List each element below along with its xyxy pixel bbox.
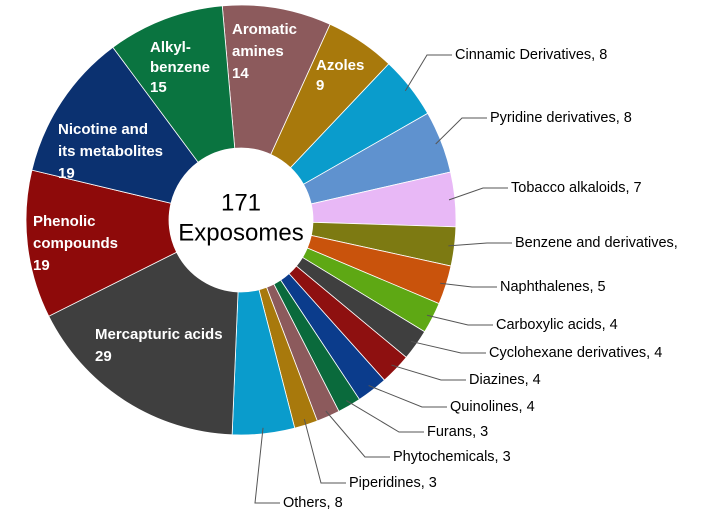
slice-label: Furans, 3	[427, 424, 488, 440]
leader-line	[448, 242, 512, 247]
slice-label: Diazines, 4	[469, 372, 541, 388]
leader-line	[254, 427, 280, 504]
slice-label: compounds	[33, 235, 118, 252]
slice-label: 19	[58, 165, 75, 182]
slice-label: 19	[33, 257, 50, 274]
slice-label: Piperidines, 3	[349, 475, 437, 491]
leader-line	[426, 314, 493, 326]
slice-label: Cinnamic Derivatives, 8	[455, 47, 607, 63]
slice-label: Quinolines, 4	[450, 399, 535, 415]
leader-line	[346, 400, 424, 433]
slice-label: 9	[316, 77, 324, 94]
slice-label: Benzene and derivatives,	[515, 235, 678, 251]
leader-line	[303, 419, 346, 484]
leader-line	[440, 282, 497, 288]
leader-line	[410, 340, 486, 354]
slice-label: Carboxylic acids, 4	[496, 317, 618, 333]
leader-line	[435, 117, 487, 145]
leader-line	[368, 385, 447, 408]
slice-label: Pyridine derivatives, 8	[490, 110, 632, 126]
slice-label: Cyclohexane derivatives, 4	[489, 345, 662, 361]
slice-label: 15	[150, 79, 167, 96]
slice	[112, 5, 236, 163]
center-text: 171	[221, 189, 261, 216]
slice	[31, 46, 199, 204]
slice-label: Phytochemicals, 3	[393, 449, 511, 465]
leader-line	[448, 187, 508, 201]
leader-line	[404, 54, 452, 92]
slice	[48, 251, 239, 436]
slice-label: benzene	[150, 59, 210, 76]
slice-label: Naphthalenes, 5	[500, 279, 606, 295]
slice-label: Mercapturic acids	[95, 326, 223, 343]
slice-label: 29	[95, 348, 112, 365]
slice-label: Azoles	[316, 57, 364, 74]
leader-line	[391, 364, 466, 381]
slice-label: Others, 8	[283, 495, 343, 511]
slice-label: Aromatic	[232, 21, 297, 38]
center-text: Exposomes	[178, 219, 303, 246]
slice-label: its metabolites	[58, 143, 163, 160]
slice	[25, 169, 178, 317]
slice-label: Tobacco alkaloids, 7	[511, 180, 642, 196]
slice-label: amines	[232, 43, 284, 60]
slice-label: Nicotine and	[58, 121, 148, 138]
slice-label: Phenolic	[33, 213, 96, 230]
leader-line	[325, 410, 390, 458]
slice-label: 14	[232, 65, 249, 82]
slice-label: Alkyl-	[150, 39, 191, 56]
